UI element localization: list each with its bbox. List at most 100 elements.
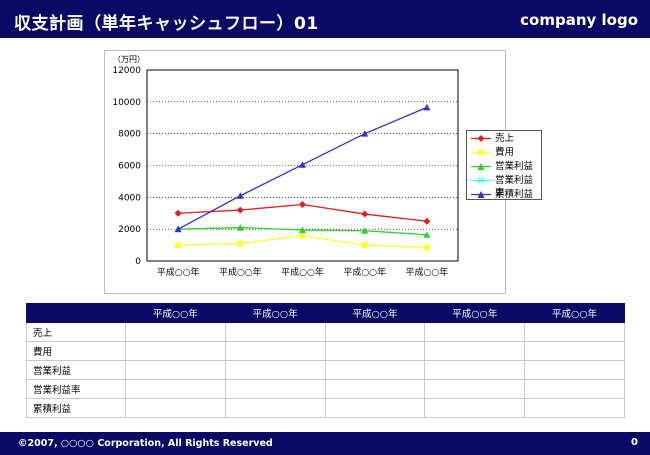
data-point: [423, 103, 431, 111]
table-cell[interactable]: [224, 341, 326, 361]
legend-swatch: [471, 135, 491, 142]
y-tick-label: 12000: [112, 66, 141, 76]
data-point: [175, 242, 182, 249]
legend-entry: 売上: [467, 132, 541, 145]
y-tick-label: 4000: [118, 193, 141, 203]
y-unit-label: （万円）: [113, 55, 145, 64]
table-cell[interactable]: [125, 379, 226, 399]
table-cell[interactable]: [524, 322, 625, 342]
data-point: [299, 161, 306, 168]
x-tick-label: 平成○○年: [343, 266, 386, 278]
company-logo: company logo: [520, 11, 638, 29]
table-cell[interactable]: [224, 379, 326, 399]
legend-swatch: [471, 163, 491, 170]
table-column-header: 平成○○年: [324, 303, 426, 323]
table-cell[interactable]: [224, 322, 326, 342]
data-point: [423, 217, 431, 225]
table-cell[interactable]: [125, 360, 226, 380]
slide-footer: ©2007, ○○○○ Corporation, All Rights Rese…: [0, 432, 650, 455]
legend-swatch: [471, 177, 491, 184]
data-point: [299, 232, 306, 239]
table-corner-cell: [26, 303, 126, 323]
slide-title: 収支計画（単年キャッシュフロー）01: [14, 14, 319, 34]
y-tick-label: 10000: [112, 98, 141, 108]
table-column-header: 平成○○年: [424, 303, 526, 323]
chart-container: （万円） 0 2000 4000 6000 8000 10000 12000 平成○○年 平成○○…: [104, 50, 506, 294]
table-header-row: 平成○○年 平成○○年 平成○○年 平成○○年 平成○○年: [26, 303, 625, 323]
legend-entry: 営業利益: [467, 160, 541, 173]
data-point: [174, 225, 182, 233]
legend-entry: 営業利益率: [467, 174, 541, 199]
table-cell[interactable]: [125, 322, 226, 342]
y-tick-label: 8000: [118, 130, 141, 140]
chart-legend: 売上費用営業利益営業利益率 累積利益: [466, 130, 542, 200]
table-cell[interactable]: [324, 322, 426, 342]
legend-label: 累積利益: [495, 189, 534, 200]
data-point: [361, 210, 369, 218]
data-point: [361, 242, 368, 249]
data-point: [299, 200, 306, 208]
legend-entry: 累積利益: [467, 188, 541, 201]
table-cell[interactable]: [524, 379, 625, 399]
table-cell[interactable]: [324, 379, 426, 399]
data-point: [174, 209, 182, 217]
table-cell[interactable]: [424, 341, 526, 361]
line-chart: （万円） 0 2000 4000 6000 8000 10000 12000 平成○○年 平成○○…: [112, 55, 459, 278]
page-number: 0: [631, 437, 638, 448]
table-cell[interactable]: [125, 398, 226, 418]
table-cell[interactable]: [424, 379, 526, 399]
table-cell[interactable]: [524, 360, 625, 380]
table-cell[interactable]: [524, 398, 625, 418]
data-point: [236, 192, 244, 199]
legend-label: 営業利益: [495, 161, 534, 172]
table-row: 累積利益: [26, 398, 625, 418]
data-point: [236, 206, 244, 214]
x-tick-label: 平成○○年: [281, 266, 324, 278]
legend-swatch: [471, 191, 491, 198]
data-point: [423, 231, 431, 238]
table-cell[interactable]: [324, 398, 426, 418]
table-column-header: 平成○○年: [224, 303, 326, 323]
legend-label: 費用: [495, 147, 515, 158]
table-row-label: 費用: [26, 341, 126, 361]
x-tick-label: 平成○○年: [157, 266, 200, 278]
plot-area: [146, 69, 459, 262]
data-point: [236, 224, 244, 231]
table-row-label: 営業利益率: [26, 379, 126, 399]
data-point: [361, 227, 369, 234]
table-row: 売上: [26, 322, 625, 342]
legend-entry: 費用: [467, 146, 541, 159]
table-row: 営業利益: [26, 360, 625, 380]
x-tick-label: 平成○○年: [219, 266, 262, 278]
copyright-text: ©2007, ○○○○ Corporation, All Rights Rese…: [18, 438, 273, 449]
table-cell[interactable]: [224, 398, 326, 418]
table-row: 費用: [26, 341, 625, 361]
legend-label: 営業利益率: [495, 175, 534, 199]
data-point: [299, 226, 306, 233]
slide-header: 収支計画（単年キャッシュフロー）01 company logo: [0, 0, 650, 38]
data-table: 平成○○年 平成○○年 平成○○年 平成○○年 平成○○年 売上 費用 営業利益 営業利益率累…: [26, 303, 625, 418]
table-cell[interactable]: [224, 360, 326, 380]
table-cell[interactable]: [424, 322, 526, 342]
table-cell[interactable]: [424, 398, 526, 418]
table-row-label: 累積利益: [26, 398, 126, 418]
legend-swatch: [471, 149, 491, 156]
table-column-header: 平成○○年: [524, 303, 625, 323]
table-cell[interactable]: [424, 360, 526, 380]
table-row-label: 営業利益: [26, 360, 126, 380]
table-column-header: 平成○○年: [125, 303, 226, 323]
x-tick-label: 平成○○年: [406, 266, 449, 278]
y-tick-label: 6000: [118, 162, 141, 172]
data-point: [423, 244, 430, 251]
table-cell[interactable]: [324, 360, 426, 380]
table-cell[interactable]: [524, 341, 625, 361]
table-cell[interactable]: [125, 341, 226, 361]
table-cell[interactable]: [324, 341, 426, 361]
data-point: [361, 130, 369, 137]
legend-label: 売上: [495, 133, 515, 144]
table-row: 営業利益率: [26, 379, 625, 399]
table-row-label: 売上: [26, 322, 126, 342]
data-point: [237, 240, 244, 247]
y-tick-label: 2000: [118, 225, 141, 235]
y-tick-label: 0: [135, 257, 141, 267]
